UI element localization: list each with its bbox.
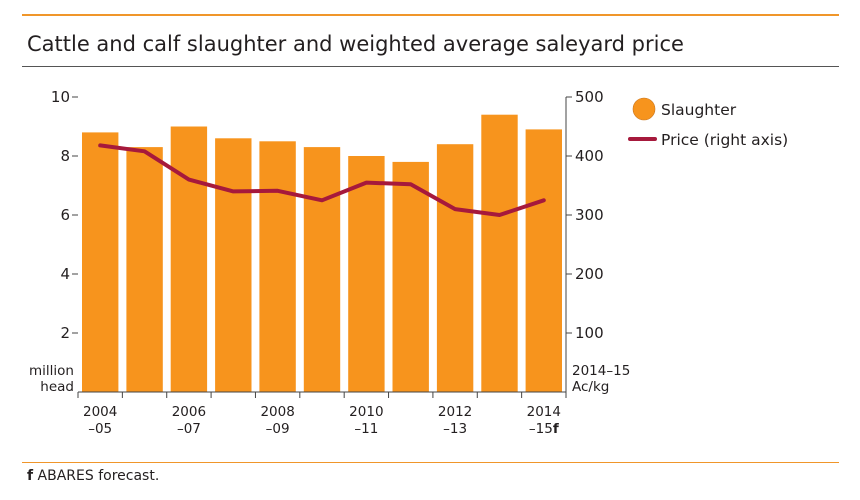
left-tick-label-6: 6	[60, 206, 70, 224]
x-tick-label-year-5: 2014	[527, 404, 561, 420]
legend-slaughter-swatch	[632, 97, 656, 121]
bar-slaughter-8	[436, 144, 474, 392]
footnote-text: ABARES forecast.	[33, 468, 160, 484]
price-line	[98, 143, 546, 217]
x-tick-label-year-0: 2004	[83, 404, 117, 420]
bar-slaughter-2	[170, 126, 208, 392]
left-tick-label-2: 2	[60, 324, 70, 342]
x-tick-label-year-1: 2006	[172, 404, 206, 420]
x-tick-label-year-2: 2008	[260, 404, 294, 420]
chart-title: Cattle and calf slaughter and weighted a…	[27, 32, 684, 56]
bar-slaughter-1	[126, 147, 163, 392]
right-tick-label-400: 400	[575, 147, 604, 165]
x-tick-label-span-1: –07	[177, 421, 201, 437]
top-rule	[22, 14, 839, 16]
bar-slaughter-7	[392, 161, 429, 392]
right-axis-label-line-0: 2014–15	[572, 363, 630, 379]
left-axis-label-line-1: head	[40, 379, 74, 395]
bar-slaughter-9	[481, 114, 518, 392]
right-axis-label-line-1: Ac/kg	[572, 379, 609, 395]
x-tick-label-span-3: –11	[354, 421, 378, 437]
left-tick-label-8: 8	[60, 147, 70, 165]
x-tick-label-year-4: 2012	[438, 404, 472, 420]
left-tick-label-4: 4	[60, 265, 70, 283]
x-tick-label-year-3: 2010	[349, 404, 383, 420]
bar-slaughter-6	[348, 156, 385, 392]
bar-slaughter-5	[303, 147, 341, 392]
title-rule	[22, 66, 839, 67]
right-tick-label-200: 200	[575, 265, 604, 283]
bottom-rule	[22, 462, 839, 463]
x-tick-label-span-5: –15f	[529, 421, 559, 437]
x-tick-label-span-4: –13	[443, 421, 467, 437]
bar-slaughter-3	[215, 138, 252, 392]
footnote: f ABARES forecast.	[27, 468, 159, 484]
footnote-marker: f	[27, 468, 34, 484]
bar-slaughter-4	[259, 141, 296, 393]
right-tick-label-300: 300	[575, 206, 604, 224]
bar-slaughter-10	[525, 129, 562, 392]
right-tick-label-500: 500	[575, 88, 604, 106]
x-tick-label-span-2: –09	[266, 421, 290, 437]
legend-slaughter-label: Slaughter	[661, 101, 737, 119]
legend-price-label: Price (right axis)	[661, 131, 788, 149]
left-tick-label-10: 10	[51, 88, 70, 106]
x-tick-label-span-0: –05	[88, 421, 112, 437]
bar-slaughter-0	[82, 132, 119, 392]
right-tick-label-100: 100	[575, 324, 604, 342]
left-axis-label-line-0: million	[29, 363, 74, 379]
x-tick-label-flag-5: f	[553, 421, 559, 437]
